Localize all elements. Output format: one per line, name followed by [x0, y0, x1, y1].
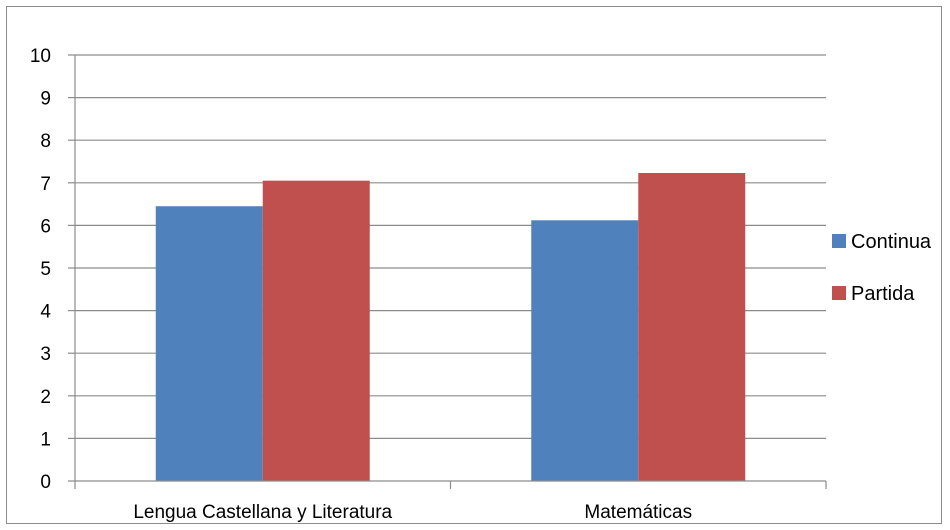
y-tick-label: 8 [40, 131, 51, 152]
y-tick-label: 10 [30, 46, 51, 67]
y-tick-label: 5 [40, 259, 51, 280]
x-tick-label: Matemáticas [584, 502, 692, 523]
y-tick-label: 9 [40, 89, 51, 110]
bar-continua-0 [155, 206, 263, 482]
legend-swatch-partida [832, 286, 846, 300]
legend-label-continua: Continua [851, 231, 932, 253]
y-tick-label: 2 [40, 387, 51, 408]
y-tick-label: 3 [40, 344, 51, 365]
y-tick-label: 1 [40, 429, 51, 450]
y-tick-label: 6 [40, 216, 51, 237]
x-tick-label: Lengua Castellana y Literatura [133, 502, 392, 523]
legend-label-partida: Partida [851, 283, 915, 305]
legend-swatch-continua [832, 234, 846, 248]
tick-labels: 0 1 2 3 4 5 6 7 8 9 10 Lengua Castellana y Literatu… [30, 46, 692, 523]
bars [155, 173, 746, 482]
y-tick-label: 4 [40, 302, 51, 323]
legend: Continua Partida [832, 231, 932, 305]
axes [68, 54, 827, 489]
bar-partida-1 [638, 173, 746, 481]
bar-continua-1 [531, 220, 639, 481]
y-tick-label: 0 [40, 472, 51, 493]
y-tick-label: 7 [40, 174, 51, 195]
bar-partida-0 [262, 180, 370, 482]
